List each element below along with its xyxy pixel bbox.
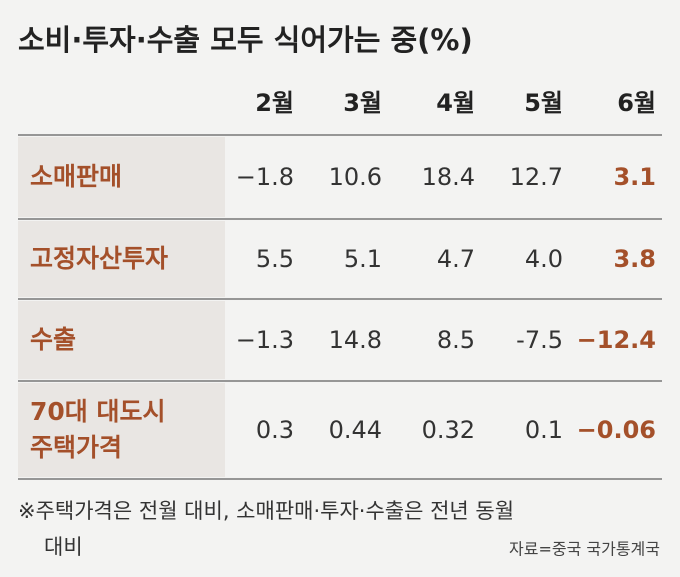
cell-value: −1.3 [236,326,294,354]
cell-value: 0.32 [422,416,475,444]
cell-value: −12.4 [577,326,656,354]
column-header: 3월 [343,89,382,117]
row-label: 고정자산투자 [30,244,168,273]
cell-value: 5.1 [344,245,382,273]
cell-value: 3.8 [613,245,656,273]
source: 자료=중국 국가통계국 [509,540,660,559]
cell-value: 3.1 [613,163,656,191]
label-cell [18,301,225,379]
cell-value: 4.0 [525,245,563,273]
cell-value: -7.5 [516,326,563,354]
column-header: 2월 [255,89,294,117]
cell-value: 4.7 [437,245,475,273]
label-cell [18,221,225,297]
cell-value: 12.7 [510,163,563,191]
column-header: 6월 [617,89,656,117]
cell-value: 10.6 [329,163,382,191]
cell-value: 0.1 [525,416,563,444]
row-label: 주택가격 [30,433,122,462]
footnote: ※주택가격은 전월 대비, 소매판매·투자·수출은 전년 동월 [18,499,514,523]
cell-value: 8.5 [437,326,475,354]
cell-value: 0.3 [256,416,294,444]
row-label: 수출 [30,325,76,354]
label-cell [18,137,225,217]
footnote: 대비 [44,535,83,559]
cell-value: −0.06 [577,416,656,444]
label-cell [18,383,225,477]
cell-value: −1.8 [236,163,294,191]
cell-value: 14.8 [329,326,382,354]
cell-value: 18.4 [422,163,475,191]
column-header: 5월 [524,89,563,117]
row-label: 소매판매 [30,162,122,191]
title: 소비·투자·수출 모두 식어가는 중(%) [18,23,473,57]
cell-value: 0.44 [329,416,382,444]
column-header: 4월 [436,89,475,117]
cell-value: 5.5 [256,245,294,273]
row-label: 70대 대도시 [30,397,166,426]
